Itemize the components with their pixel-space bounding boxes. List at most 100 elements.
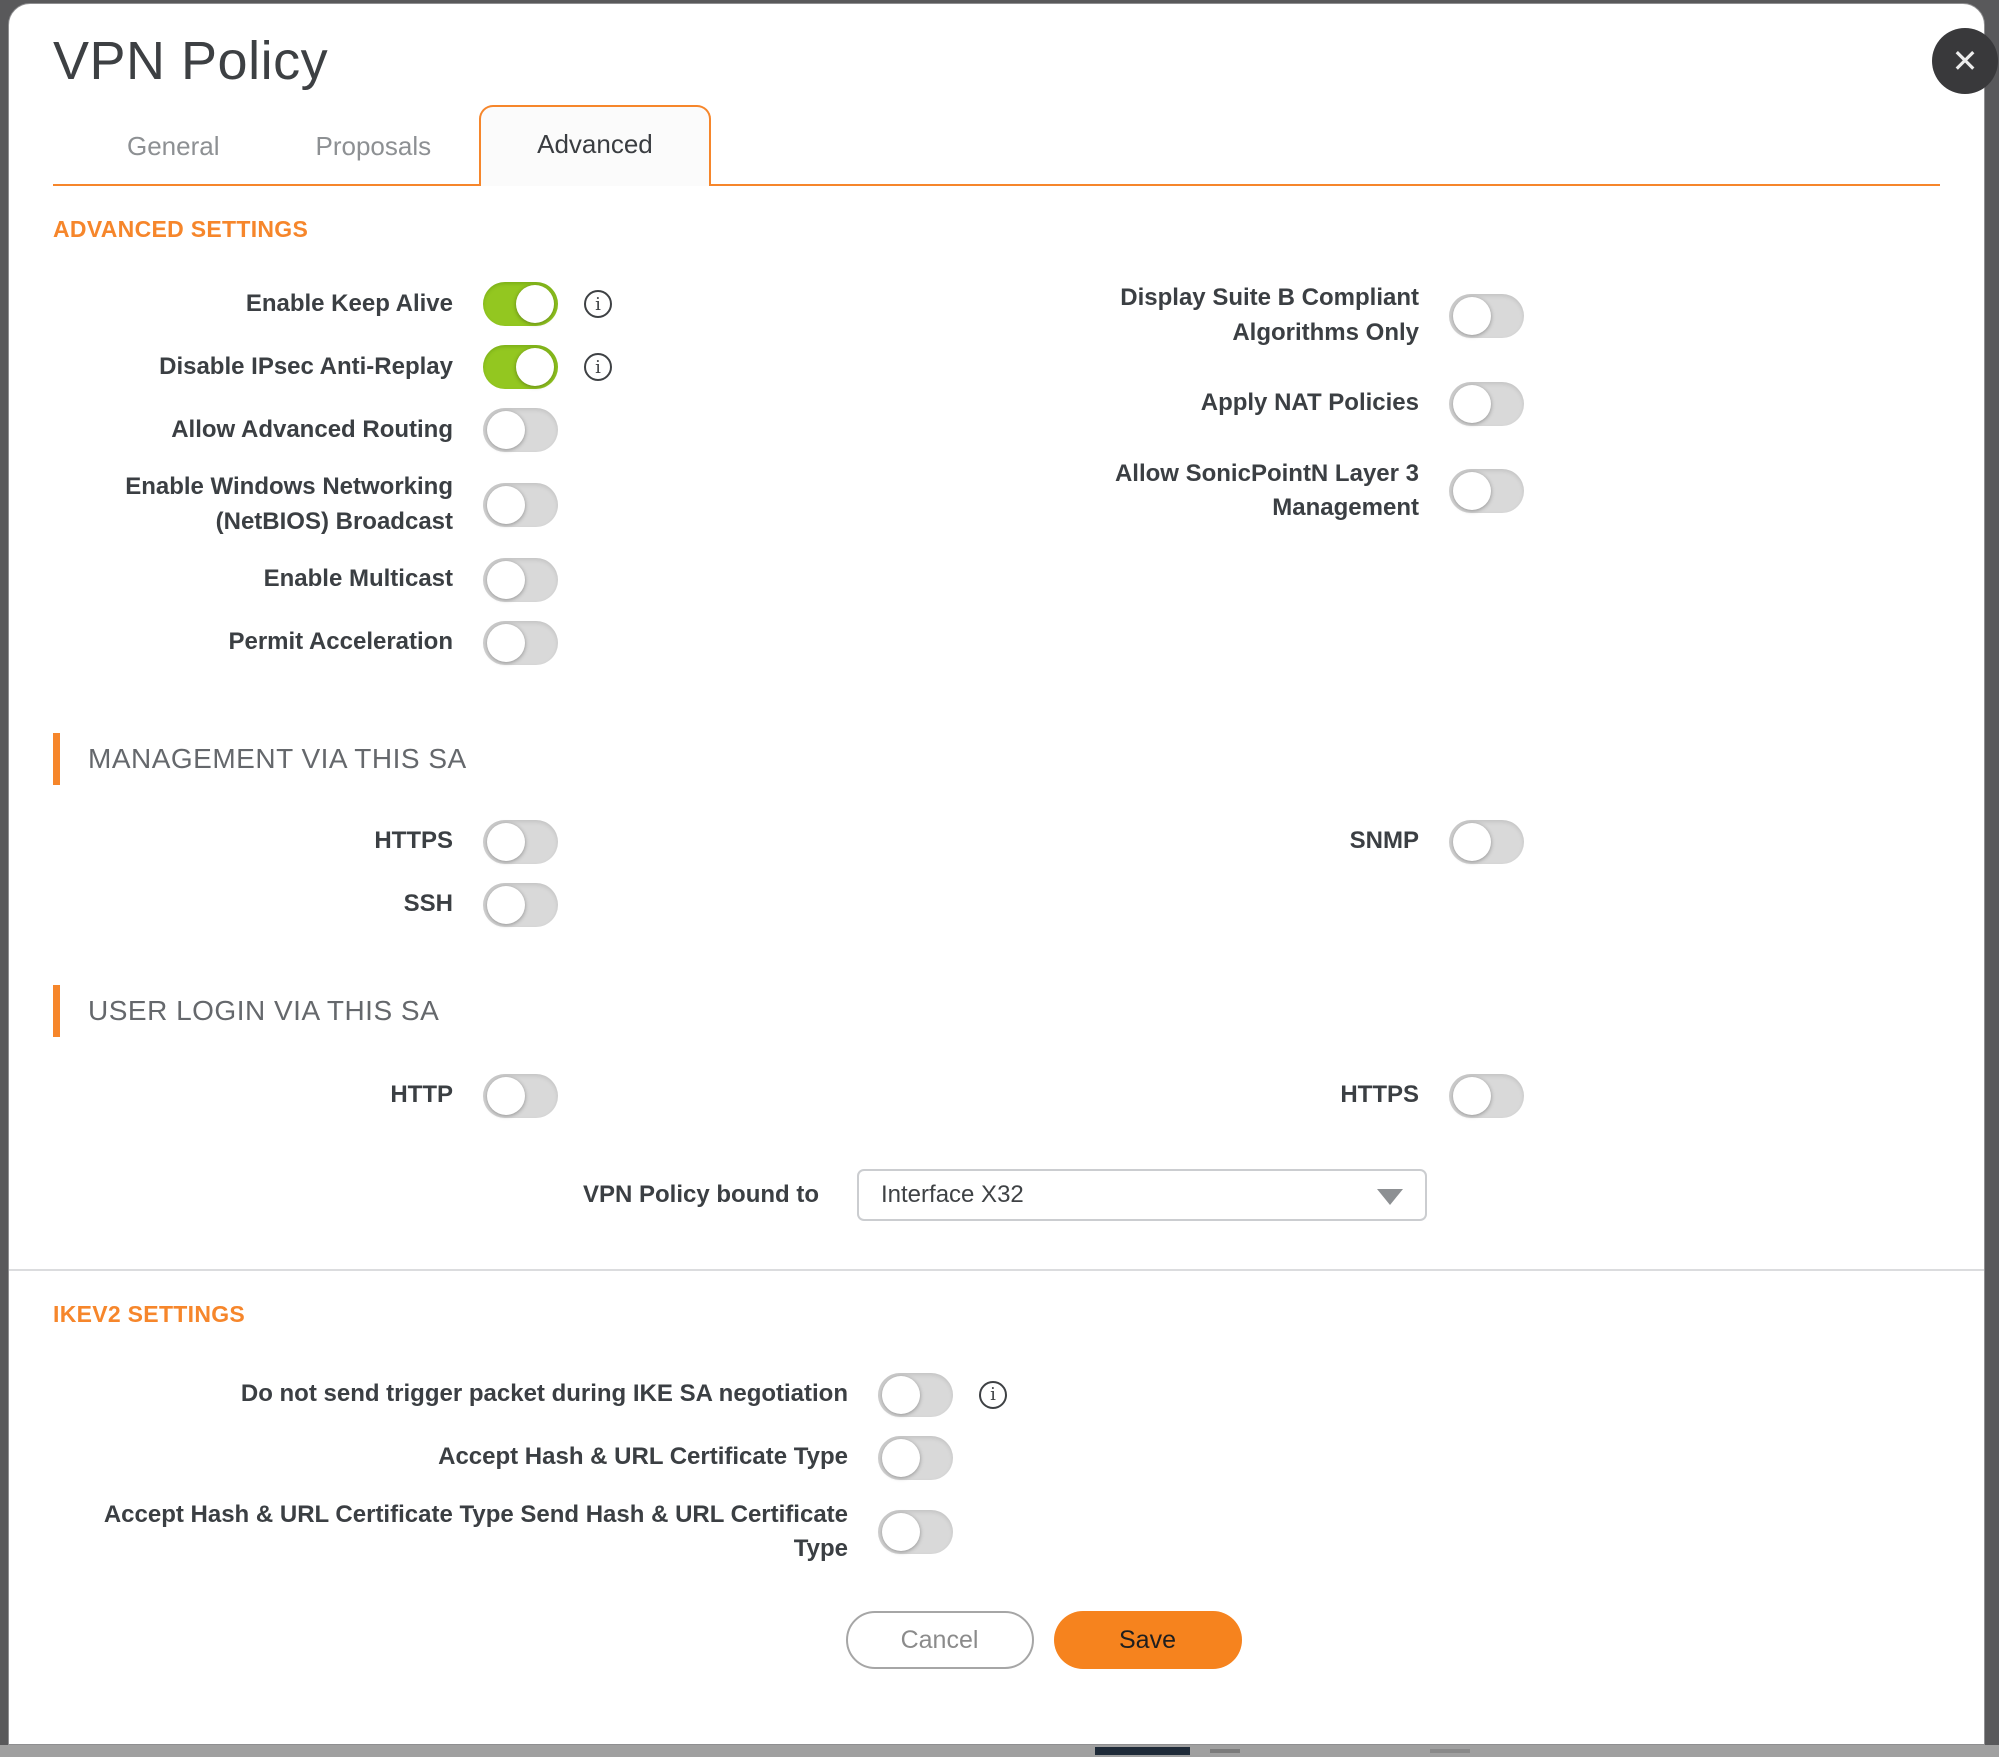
user-login-section-header: USER LOGIN VIA THIS SA <box>53 984 1940 1037</box>
toggle-row: Do not send trigger packet during IKE SA… <box>53 1372 1940 1418</box>
management-left-column: HTTPS SSH <box>53 819 693 945</box>
background-scrollbar-thumb <box>1095 1747 1190 1755</box>
toggle-display-suite-b-compliant-algorithms-only[interactable] <box>1449 293 1524 338</box>
toggle-label-do-not-send-trigger-packet-during-ike-sa-negotiation: Do not send trigger packet during IKE SA… <box>240 1380 848 1408</box>
user-login-section: HTTP HTTPS <box>53 1073 1940 1149</box>
toggle-enable-keep-alive[interactable] <box>483 282 558 326</box>
toggle-accept-hash-url-certificate-type-send-hash-url-certificate-type[interactable] <box>878 1510 953 1555</box>
background-detail <box>1210 1749 1240 1753</box>
close-button[interactable]: ✕ <box>1932 28 1998 94</box>
advanced-settings-heading: ADVANCED SETTINGS <box>53 216 309 242</box>
toggle-row: Disable IPsec Anti-Replay i <box>53 344 693 390</box>
toggle-label-https: HTTPS <box>1340 1081 1419 1109</box>
bound-to-dropdown[interactable]: Interface X32 <box>857 1168 1427 1221</box>
toggle-knob <box>487 822 525 861</box>
section-divider <box>9 1268 1984 1271</box>
close-icon: ✕ <box>1951 43 1979 79</box>
ikev2-settings-heading: IKEV2 SETTINGS <box>53 1300 246 1327</box>
chevron-down-icon <box>1377 1188 1403 1205</box>
advanced-settings-section: Enable Keep Alive i Disable IPsec Anti-R… <box>53 281 1940 683</box>
toggle-label-http: HTTP <box>390 1081 453 1109</box>
toggle-knob <box>882 1375 920 1414</box>
toggle-enable-multicast[interactable] <box>483 557 558 602</box>
tab-advanced[interactable]: Advanced <box>479 105 711 186</box>
background-page-strip <box>0 1745 1999 1757</box>
toggle-label-accept-hash-url-certificate-type-send-hash-url-certificate-type: Accept Hash & URL Certificate Type Send … <box>103 1500 848 1563</box>
toggle-knob <box>1453 384 1491 423</box>
management-section-header: MANAGEMENT VIA THIS SA <box>53 732 1940 785</box>
toggle-label-disable-ipsec-anti-replay: Disable IPsec Anti-Replay <box>159 352 453 380</box>
toggle-knob <box>882 1513 920 1552</box>
management-section: HTTPS SSH SNMP <box>53 819 1940 945</box>
user-login-left-column: HTTP <box>53 1073 693 1136</box>
toggle-row: Allow SonicPointN Layer 3 Management <box>1064 457 1584 527</box>
toggle-knob <box>516 348 554 386</box>
vpn-policy-bound-row: VPN Policy bound to Interface X32 <box>53 1168 1940 1221</box>
toggle-label-enable-windows-networking-netbios-broadcast: Enable Windows Networking (NetBIOS) Broa… <box>125 473 453 535</box>
toggle-https[interactable] <box>1449 1073 1524 1118</box>
advanced-right-column: Display Suite B Compliant Algorithms Onl… <box>1064 281 1584 556</box>
toggle-knob <box>1453 296 1491 335</box>
advanced-left-column: Enable Keep Alive i Disable IPsec Anti-R… <box>53 281 693 683</box>
toggle-allow-advanced-routing[interactable] <box>483 408 558 452</box>
info-icon[interactable]: i <box>979 1380 1007 1409</box>
bound-to-value: Interface X32 <box>881 1180 1024 1208</box>
save-button[interactable]: Save <box>1053 1611 1242 1670</box>
toggle-http[interactable] <box>483 1073 558 1118</box>
toggle-label-snmp: SNMP <box>1349 827 1419 855</box>
dialog-content: VPN Policy General Proposals Advanced ADVA… <box>9 30 1984 1670</box>
user-login-right-column: HTTPS <box>1064 1073 1584 1149</box>
ikev2-section: Do not send trigger packet during IKE SA… <box>53 1372 1940 1568</box>
toggle-row: Allow Advanced Routing <box>53 407 693 453</box>
tab-general[interactable]: General <box>79 109 268 186</box>
toggle-knob <box>487 485 525 524</box>
toggle-row: HTTP <box>53 1073 693 1119</box>
toggle-row: Enable Windows Networking (NetBIOS) Broa… <box>53 470 693 540</box>
user-login-heading: USER LOGIN VIA THIS SA <box>88 994 440 1026</box>
toggle-knob <box>1453 1076 1491 1115</box>
toggle-row: SNMP <box>1064 819 1584 865</box>
toggle-row: Enable Multicast <box>53 557 693 603</box>
orange-accent-bar <box>53 984 60 1037</box>
toggle-knob <box>487 411 525 449</box>
toggle-enable-windows-networking-netbios-broadcast[interactable] <box>483 482 558 527</box>
bound-to-label: VPN Policy bound to <box>582 1180 819 1208</box>
toggle-apply-nat-policies[interactable] <box>1449 381 1524 426</box>
toggle-knob <box>487 560 525 599</box>
toggle-knob <box>1453 472 1491 511</box>
management-heading: MANAGEMENT VIA THIS SA <box>88 742 467 774</box>
info-icon[interactable]: i <box>584 290 612 318</box>
toggle-knob <box>487 1076 525 1115</box>
toggle-allow-sonicpointn-layer-3-management[interactable] <box>1449 469 1524 514</box>
toggle-accept-hash-url-certificate-type[interactable] <box>878 1435 953 1480</box>
toggle-permit-acceleration[interactable] <box>483 620 558 665</box>
toggle-row: SSH <box>53 882 693 928</box>
toggle-snmp[interactable] <box>1449 819 1524 864</box>
toggle-disable-ipsec-anti-replay[interactable] <box>483 345 558 389</box>
cancel-button[interactable]: Cancel <box>845 1611 1034 1670</box>
toggle-label-apply-nat-policies: Apply NAT Policies <box>1200 389 1419 417</box>
toggle-label-https: HTTPS <box>374 827 453 855</box>
info-icon[interactable]: i <box>584 353 612 381</box>
toggle-knob <box>487 885 525 924</box>
toggle-label-enable-keep-alive: Enable Keep Alive <box>245 289 453 317</box>
vpn-policy-dialog: ✕ VPN Policy General Proposals Advanced AD… <box>8 3 1998 1745</box>
toggle-label-allow-advanced-routing: Allow Advanced Routing <box>171 415 453 443</box>
toggle-label-accept-hash-url-certificate-type: Accept Hash & URL Certificate Type <box>438 1443 848 1471</box>
toggle-row: Enable Keep Alive i <box>53 281 693 327</box>
toggle-label-enable-multicast: Enable Multicast <box>263 565 453 593</box>
toggle-label-allow-sonicpointn-layer-3-management: Allow SonicPointN Layer 3 Management <box>1114 459 1419 522</box>
background-detail <box>1430 1749 1470 1753</box>
toggle-do-not-send-trigger-packet-during-ike-sa-negotiation[interactable] <box>878 1372 953 1417</box>
toggle-knob <box>487 623 525 662</box>
tab-proposals[interactable]: Proposals <box>268 109 480 186</box>
toggle-ssh[interactable] <box>483 882 558 927</box>
toggle-label-ssh: SSH <box>403 890 453 918</box>
toggle-knob <box>516 285 554 323</box>
page-title: VPN Policy <box>53 31 329 91</box>
toggle-knob <box>882 1438 920 1477</box>
toggle-row: Permit Acceleration <box>53 620 693 666</box>
toggle-https[interactable] <box>483 819 558 864</box>
toggle-knob <box>1453 822 1491 861</box>
toggle-row: HTTPS <box>53 819 693 865</box>
